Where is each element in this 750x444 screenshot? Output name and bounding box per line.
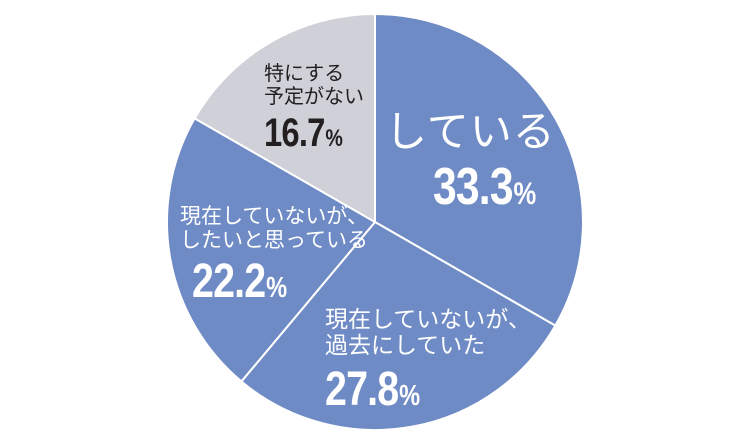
slice-want-to xyxy=(166,117,376,383)
label-want-to: 現在していないが、 したいと思っている 22.2% xyxy=(180,204,368,309)
label-doing: している 33.3% xyxy=(385,107,558,218)
label-did-in-past: 現在していないが、 過去にしていた 27.8% xyxy=(325,307,531,417)
slice-no-plan xyxy=(193,13,376,223)
label-no-plan-line2: 予定がない xyxy=(264,84,364,108)
label-doing-value: 33.3% xyxy=(433,158,536,217)
label-no-plan-line1: 特にする xyxy=(264,61,345,85)
label-no-plan: 特にする 予定がない 16.7% xyxy=(264,62,364,156)
label-want-to-value: 22.2% xyxy=(192,255,287,309)
label-want-to-line2: したいと思っている xyxy=(180,228,368,253)
label-did-in-past-value: 27.8% xyxy=(325,362,420,416)
label-want-to-line1: 現在していないが、 xyxy=(180,204,368,228)
label-doing-text: している xyxy=(385,107,556,156)
label-did-in-past-line2: 過去にしていた xyxy=(325,333,486,360)
slice-doing xyxy=(374,13,584,327)
label-did-in-past-line1: 現在していないが、 xyxy=(325,307,531,333)
slice-did-in-past xyxy=(240,221,557,431)
label-no-plan-value: 16.7% xyxy=(264,111,343,155)
